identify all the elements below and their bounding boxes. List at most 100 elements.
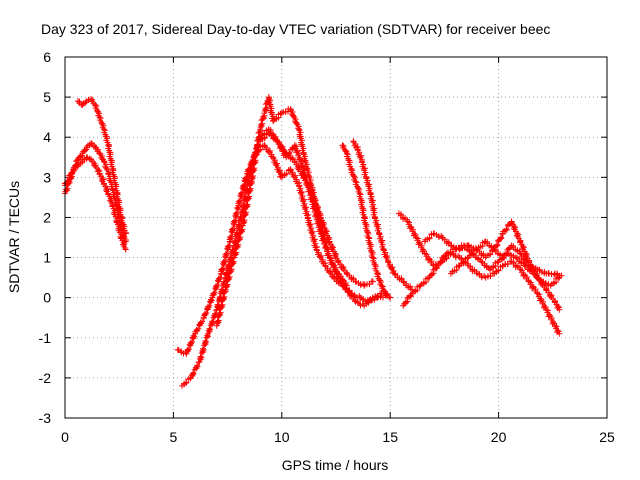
trace-marker — [195, 325, 202, 332]
trace-marker — [200, 346, 207, 353]
trace-marker — [237, 190, 244, 197]
trace-marker — [215, 275, 222, 282]
plot-frame — [64, 56, 608, 419]
trace-marker — [342, 281, 349, 288]
trace-marker — [103, 187, 110, 194]
data-points — [61, 94, 565, 389]
trace-marker — [426, 234, 433, 241]
x-tick-label: 5 — [170, 429, 178, 445]
trace-marker — [510, 225, 517, 232]
trace-marker — [98, 177, 105, 184]
trace-marker — [183, 379, 190, 386]
data-point — [558, 272, 565, 279]
trace-marker — [365, 299, 372, 306]
trace-marker — [209, 318, 216, 325]
data-point — [556, 330, 563, 337]
trace-marker — [519, 245, 526, 252]
trace-marker — [211, 289, 218, 296]
trace-marker — [247, 180, 254, 187]
data-point — [122, 246, 129, 253]
series-trace-12 — [421, 218, 563, 313]
trace-marker — [206, 302, 213, 309]
data-point — [361, 282, 368, 289]
trace-marker — [224, 243, 231, 250]
trace-marker — [497, 234, 504, 241]
trace-marker — [328, 245, 335, 252]
series-trace-8 — [339, 142, 394, 301]
data-point — [101, 158, 108, 165]
y-tick-label: 5 — [43, 89, 51, 105]
data-point — [335, 270, 342, 277]
trace-marker — [283, 170, 290, 177]
trace-marker — [208, 297, 215, 304]
trace-marker — [275, 168, 282, 175]
trace-marker — [214, 282, 221, 289]
trace-marker — [386, 294, 393, 301]
x-tick-label: 25 — [599, 429, 615, 445]
trace-marker — [230, 218, 237, 225]
trace-marker — [487, 250, 494, 257]
trace-marker — [199, 318, 206, 325]
trace-marker — [187, 339, 194, 346]
y-tick-label: 1 — [43, 250, 51, 266]
trace-marker — [199, 345, 206, 352]
trace-marker — [331, 252, 338, 259]
trace-marker — [261, 134, 268, 141]
trace-marker — [207, 326, 214, 333]
trace-marker — [194, 362, 201, 369]
trace-marker — [217, 274, 224, 281]
x-axis-label: GPS time / hours — [282, 457, 389, 473]
trace-marker — [204, 303, 211, 310]
data-point — [517, 250, 524, 257]
axis-tick-labels: 0 5 10 15 20 25 -3 -2 -1 0 1 2 3 4 5 6 — [39, 49, 615, 445]
trace-marker — [74, 157, 81, 164]
series-trace-6 — [213, 94, 350, 329]
trace-marker — [218, 266, 225, 273]
series-trace-2 — [61, 154, 129, 253]
data-point — [556, 306, 563, 313]
trace-marker — [229, 246, 236, 253]
trace-marker — [197, 353, 204, 360]
data-point — [369, 278, 376, 285]
x-tick-label: 10 — [274, 429, 290, 445]
trace-marker — [222, 251, 229, 258]
x-tick-label: 20 — [491, 429, 507, 445]
trace-marker — [240, 183, 247, 190]
trace-marker — [272, 161, 279, 168]
trace-marker — [293, 120, 300, 127]
trace-marker — [202, 338, 209, 345]
trace-marker — [351, 297, 358, 304]
trace-marker — [64, 185, 71, 192]
data-point — [378, 282, 385, 289]
trace-marker — [290, 112, 297, 119]
trace-marker — [513, 232, 520, 239]
y-tick-label: 3 — [43, 169, 51, 185]
trace-marker — [494, 241, 501, 248]
data-point — [478, 258, 485, 265]
data-point — [443, 250, 450, 257]
y-axis-label: SDTVAR / TECUs — [6, 181, 22, 293]
data-point — [291, 142, 298, 149]
trace-marker — [524, 261, 531, 268]
trace-marker — [198, 354, 205, 361]
series-trace-7 — [257, 130, 376, 289]
data-point — [278, 110, 285, 117]
trace-marker — [503, 226, 510, 233]
trace-marker — [220, 258, 227, 265]
trace-marker — [206, 325, 213, 332]
x-tick-label: 0 — [61, 429, 69, 445]
trace-marker — [63, 186, 70, 193]
trace-marker — [235, 221, 242, 228]
trace-marker — [228, 226, 235, 233]
y-tick-label: -3 — [39, 410, 52, 426]
y-tick-label: 2 — [43, 209, 51, 225]
trace-marker — [232, 210, 239, 217]
trace-marker — [212, 283, 219, 290]
data-point — [387, 294, 394, 301]
trace-marker — [184, 347, 191, 354]
data-point — [512, 254, 519, 261]
series-trace-13 — [447, 238, 565, 279]
trace-marker — [201, 310, 208, 317]
